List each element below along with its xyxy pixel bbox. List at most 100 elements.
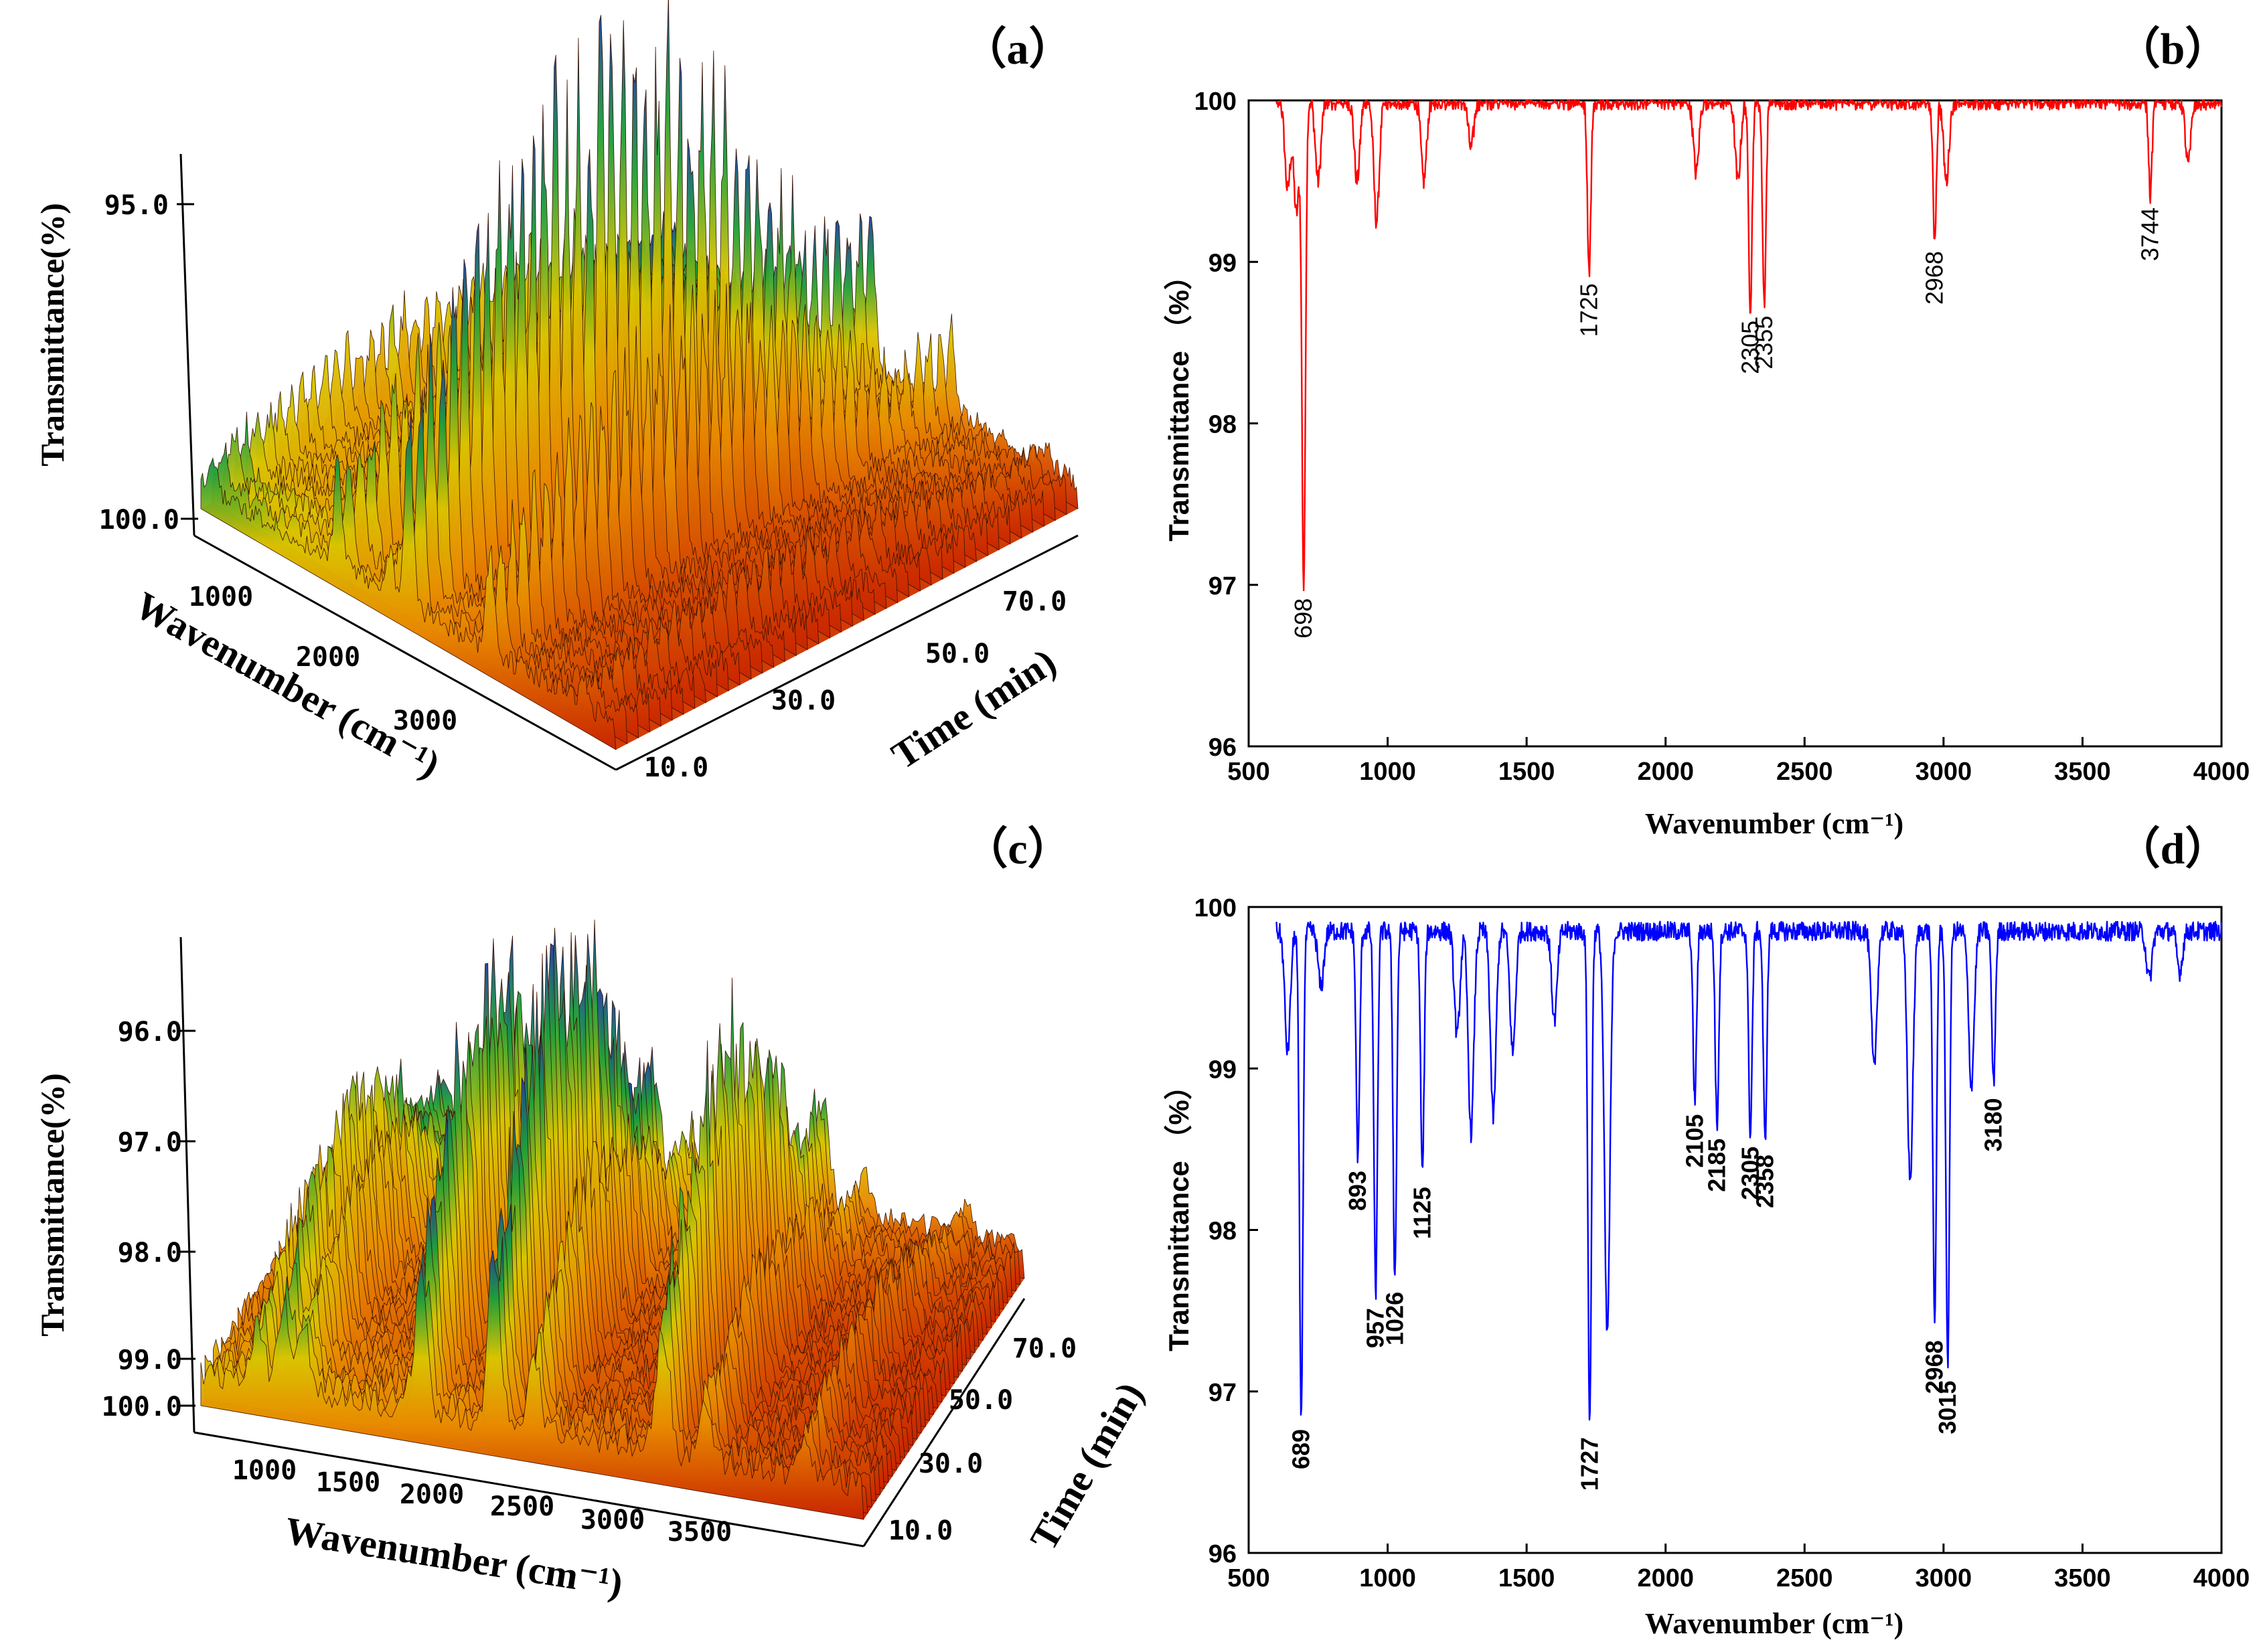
panel-c-x-tick-label: 3500 — [668, 1517, 732, 1548]
panel-a-label: （a） — [963, 24, 1073, 74]
panel-c-x-axis — [193, 1431, 864, 1548]
y-tick-label: 99 — [1208, 1056, 1237, 1084]
x-tick-label: 4000 — [2193, 1564, 2250, 1592]
x-tick-label: 4000 — [2193, 758, 2250, 786]
panel-c-surface — [200, 919, 1025, 1520]
spectrum-line — [1275, 920, 2223, 1421]
panel-a-y-tick-label: 70.0 — [1002, 586, 1067, 617]
peak-label: 3015 — [1934, 1381, 1961, 1434]
panel-c-x-tick-label: 1000 — [232, 1455, 297, 1486]
x-tick-label: 2000 — [1637, 758, 1694, 786]
peak-label: 2305 — [1736, 1147, 1764, 1200]
y-tick-label: 100 — [1194, 894, 1237, 922]
peak-label: 2968 — [1921, 1340, 1948, 1394]
panel-c-y-tick-label: 30.0 — [919, 1449, 983, 1479]
panel-a-x-tick-label: 3000 — [393, 706, 457, 736]
panel-c-y-tick-label: 10.0 — [888, 1515, 953, 1546]
x-tick-label: 1500 — [1498, 1564, 1555, 1592]
panel-a-z-axis — [179, 153, 196, 536]
panel-a-z-axis-title: Transmittance(%) — [33, 203, 71, 466]
panel-a-surface-chart: （a） 95.0 100.0 Transmittance(%) 1000 200… — [33, 0, 1079, 787]
panel-c-surface-chart: （c） 96.0 97.0 98.0 99.0 100.0 Transmitta… — [33, 824, 1152, 1605]
panel-c-z-tick-label: 99.0 — [118, 1345, 182, 1376]
peak-label: 3180 — [1980, 1098, 2007, 1151]
surface-slice — [256, 258, 673, 721]
peak-label: 957 — [1362, 1308, 1389, 1348]
x-tick-label: 2500 — [1776, 758, 1833, 786]
peak-label: 1725 — [1575, 283, 1603, 337]
x-tick-label: 1000 — [1359, 758, 1416, 786]
x-tick-label: 1500 — [1498, 758, 1555, 786]
x-tick-label: 500 — [1227, 1564, 1269, 1592]
peak-label: 2968 — [1921, 251, 1948, 305]
panel-c-y-axis-title: Time (min) — [1022, 1375, 1152, 1558]
panel-a-y-axis — [615, 534, 1079, 771]
panel-a-x-tick-label: 1000 — [189, 582, 253, 612]
panel-c-z-tick-label: 100.0 — [102, 1392, 182, 1422]
y-tick-label: 97 — [1208, 1379, 1237, 1407]
panel-a-y-tick-label: 10.0 — [644, 752, 708, 783]
panel-d-x-axis-title: Wavenumber (cm⁻¹) — [1645, 1607, 1903, 1640]
x-tick-label: 1000 — [1359, 1564, 1416, 1592]
panel-c-x-tick-label: 1500 — [316, 1467, 380, 1498]
panel-a-y-tick-label: 50.0 — [925, 639, 990, 669]
panel-c-y-tick-label: 50.0 — [949, 1385, 1013, 1416]
x-tick-label: 3000 — [1916, 758, 1972, 786]
plot-frame — [1247, 99, 2223, 748]
panel-b-plot-area: 500 1000 1500 2000 2500 3000 3500 4000 96 97 98 99 1… — [1194, 88, 2250, 786]
x-tick-label: 3000 — [1916, 1564, 1972, 1592]
peak-label: 1026 — [1381, 1292, 1408, 1345]
peak-label: 1727 — [1575, 1437, 1603, 1491]
panel-c-x-tick-label: 2500 — [490, 1491, 554, 1522]
panel-b-x-axis-title: Wavenumber (cm⁻¹) — [1645, 807, 1903, 840]
panel-b-line-chart: （b） 500 1000 1500 2000 2500 3000 3500 4000 96 97 9… — [1163, 24, 2250, 840]
peak-label: 2305 — [1736, 321, 1764, 374]
panel-d-line-chart: （d） 500 1000 1500 2000 2500 3000 3500 4000 96 97 9… — [1163, 824, 2250, 1640]
panel-c-x-tick-label: 2000 — [400, 1479, 464, 1510]
peak-label: 2358 — [1751, 1155, 1778, 1208]
panel-d-y-axis-title: Transmittance （%） — [1163, 1072, 1194, 1351]
panel-a-z-tick-label: 95.0 — [104, 190, 169, 221]
panel-d-plot-area: 500 1000 1500 2000 2500 3000 3500 4000 96 97 98 99 1… — [1194, 894, 2250, 1592]
panel-c-z-tick-label: 98.0 — [118, 1238, 182, 1268]
spectrum-line — [1275, 99, 2223, 592]
y-tick-label: 98 — [1208, 411, 1237, 439]
x-tick-label: 2500 — [1776, 1564, 1833, 1592]
panel-c-x-tick-label: 3000 — [580, 1505, 645, 1536]
surface-slice — [234, 359, 650, 733]
y-tick-label: 96 — [1208, 1540, 1237, 1568]
panel-a-x-axis — [193, 534, 617, 771]
y-tick-label: 97 — [1208, 572, 1237, 600]
y-tick-label: 100 — [1194, 88, 1237, 116]
surface-slice — [200, 1250, 864, 1520]
panel-c-x-axis-title: Wavenumber (cm⁻¹) — [282, 1509, 625, 1605]
surface-slice — [212, 390, 628, 744]
panel-c-z-tick-label: 97.0 — [118, 1127, 182, 1158]
surface-slice — [200, 408, 617, 750]
peak-label: 689 — [1287, 1429, 1314, 1469]
panel-c-y-tick-label: 70.0 — [1012, 1333, 1077, 1364]
peak-label: 893 — [1344, 1171, 1371, 1211]
panel-c-y-axis — [862, 1298, 1026, 1547]
peak-label: 2185 — [1703, 1139, 1731, 1192]
panel-b-label: （b） — [2116, 24, 2230, 74]
peak-label: 3744 — [2136, 208, 2164, 261]
panel-a-y-tick-label: 30.0 — [771, 685, 836, 716]
x-tick-label: 2000 — [1637, 1564, 1694, 1592]
x-tick-label: 500 — [1227, 758, 1269, 786]
peak-label: 2355 — [1750, 316, 1778, 369]
y-tick-label: 99 — [1208, 249, 1237, 277]
panel-c-z-axis — [179, 936, 196, 1433]
panel-b-y-axis-title: Transmittance （%） — [1163, 262, 1194, 542]
panel-c-z-ticks — [179, 1029, 196, 1407]
peak-label: 2105 — [1681, 1114, 1708, 1168]
panel-c-z-axis-title: Transmittance(%) — [33, 1073, 71, 1336]
panel-a-surface — [200, 0, 1079, 750]
panel-a-x-tick-label: 2000 — [296, 642, 360, 673]
y-tick-label: 98 — [1208, 1218, 1237, 1246]
x-tick-label: 3500 — [2054, 1564, 2111, 1592]
x-tick-label: 3500 — [2054, 758, 2111, 786]
panel-a-z-tick-label: 100.0 — [99, 505, 179, 535]
